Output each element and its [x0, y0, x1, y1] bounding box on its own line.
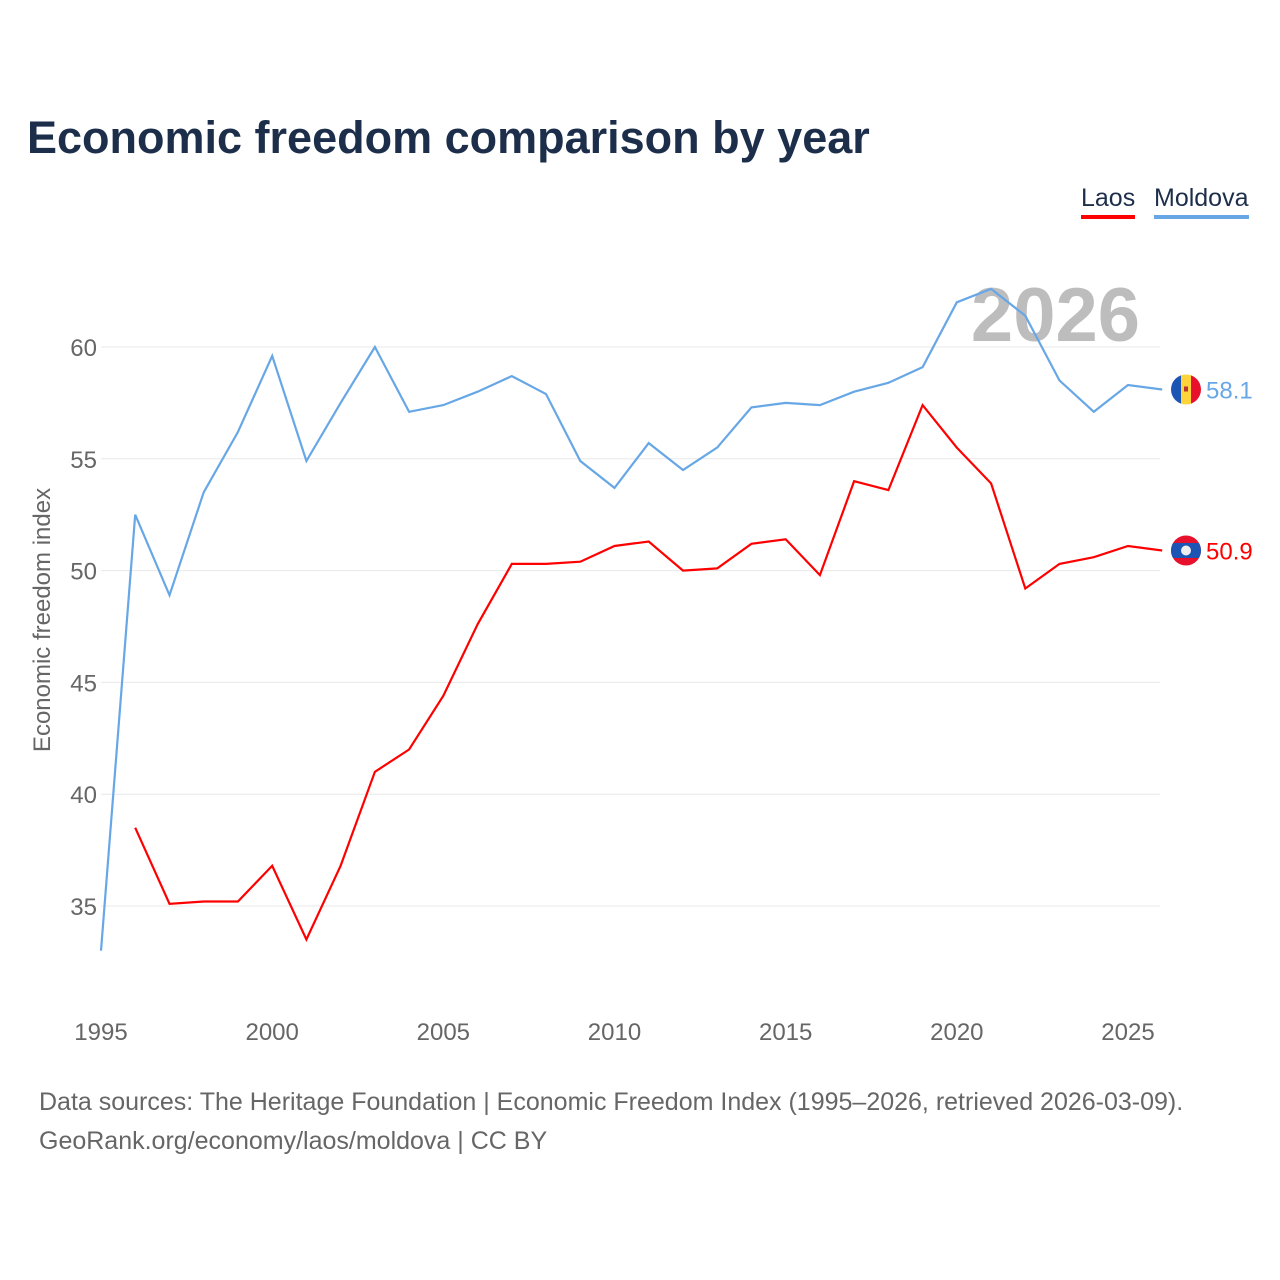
year-watermark: 2026: [971, 273, 1140, 358]
x-tick-label: 2015: [759, 1019, 812, 1046]
chart-title: Economic freedom comparison by year: [27, 112, 870, 163]
x-tick-label: 2005: [417, 1019, 470, 1046]
x-tick-label: 2025: [1101, 1019, 1154, 1046]
y-tick-label: 60: [70, 335, 97, 362]
footer-sources: Data sources: The Heritage Foundation | …: [39, 1088, 1184, 1116]
x-tick-label: 2010: [588, 1019, 641, 1046]
y-tick-label: 45: [70, 670, 97, 697]
laos-flag-icon: [1171, 535, 1201, 566]
y-tick-label: 50: [70, 559, 97, 586]
y-tick-label: 55: [70, 447, 97, 474]
footer-credit: GeoRank.org/economy/laos/moldova | CC BY: [39, 1127, 548, 1155]
y-axis-label: Economic freedom index: [29, 488, 56, 752]
end-label-moldova: 58.1: [1206, 377, 1253, 404]
end-label-laos: 50.9: [1206, 538, 1253, 565]
legend-laos[interactable]: Laos: [1081, 184, 1136, 219]
x-tick-label: 1995: [74, 1019, 127, 1046]
y-tick-label: 35: [70, 894, 97, 921]
legend-moldova[interactable]: Moldova: [1154, 184, 1249, 219]
moldova-flag-icon: [1171, 374, 1201, 405]
x-tick-label: 2020: [930, 1019, 983, 1046]
series-line-laos: [134, 402, 1163, 943]
y-tick-label: 40: [70, 782, 97, 809]
x-tick-label: 2000: [245, 1019, 298, 1046]
series-line-moldova: [99, 287, 1163, 951]
